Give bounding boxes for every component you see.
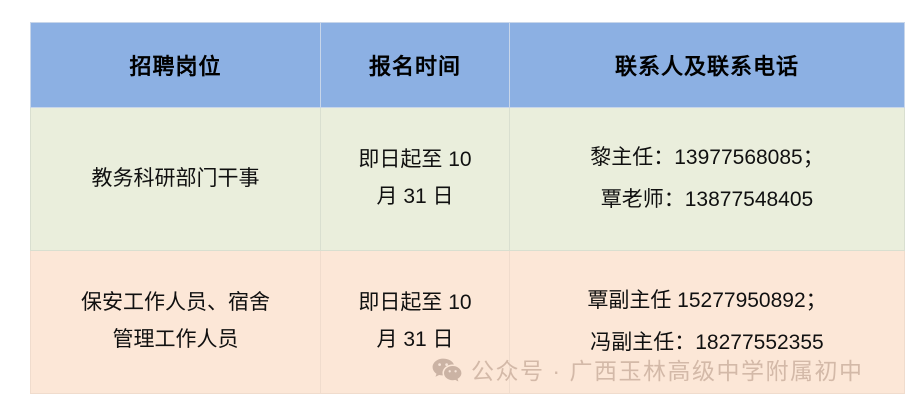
column-header-post: 招聘岗位 — [30, 22, 321, 108]
cell-post: 教务科研部门干事 — [30, 107, 321, 251]
time-text: 即日起至 10 月 31 日 — [358, 148, 472, 208]
cell-time: 即日起至 10 月 31 日 — [320, 250, 510, 394]
recruitment-table: 招聘岗位 报名时间 联系人及联系电话 教务科研部门干事 即日起至 10 月 31… — [30, 22, 905, 394]
cell-contact: 覃副主任 15277950892； 冯副主任：18277552355 — [509, 250, 905, 394]
cell-post: 保安工作人员、宿舍 管理工作人员 — [30, 250, 321, 394]
table-header-row: 招聘岗位 报名时间 联系人及联系电话 — [30, 22, 905, 108]
table-row: 教务科研部门干事 即日起至 10 月 31 日 黎主任：13977568085；… — [30, 107, 905, 251]
post-text: 保安工作人员、宿舍 管理工作人员 — [81, 291, 270, 351]
column-header-time: 报名时间 — [320, 22, 510, 108]
contact-text: 黎主任：13977568085； 覃老师：13877548405 — [590, 146, 824, 211]
time-text: 即日起至 10 月 31 日 — [358, 291, 472, 351]
post-text: 教务科研部门干事 — [91, 166, 260, 190]
cell-time: 即日起至 10 月 31 日 — [320, 107, 510, 251]
contact-text: 覃副主任 15277950892； 冯副主任：18277552355 — [587, 289, 827, 354]
table-row: 保安工作人员、宿舍 管理工作人员 即日起至 10 月 31 日 覃副主任 152… — [30, 250, 905, 394]
cell-contact: 黎主任：13977568085； 覃老师：13877548405 — [509, 107, 905, 251]
column-header-contact: 联系人及联系电话 — [509, 22, 905, 108]
